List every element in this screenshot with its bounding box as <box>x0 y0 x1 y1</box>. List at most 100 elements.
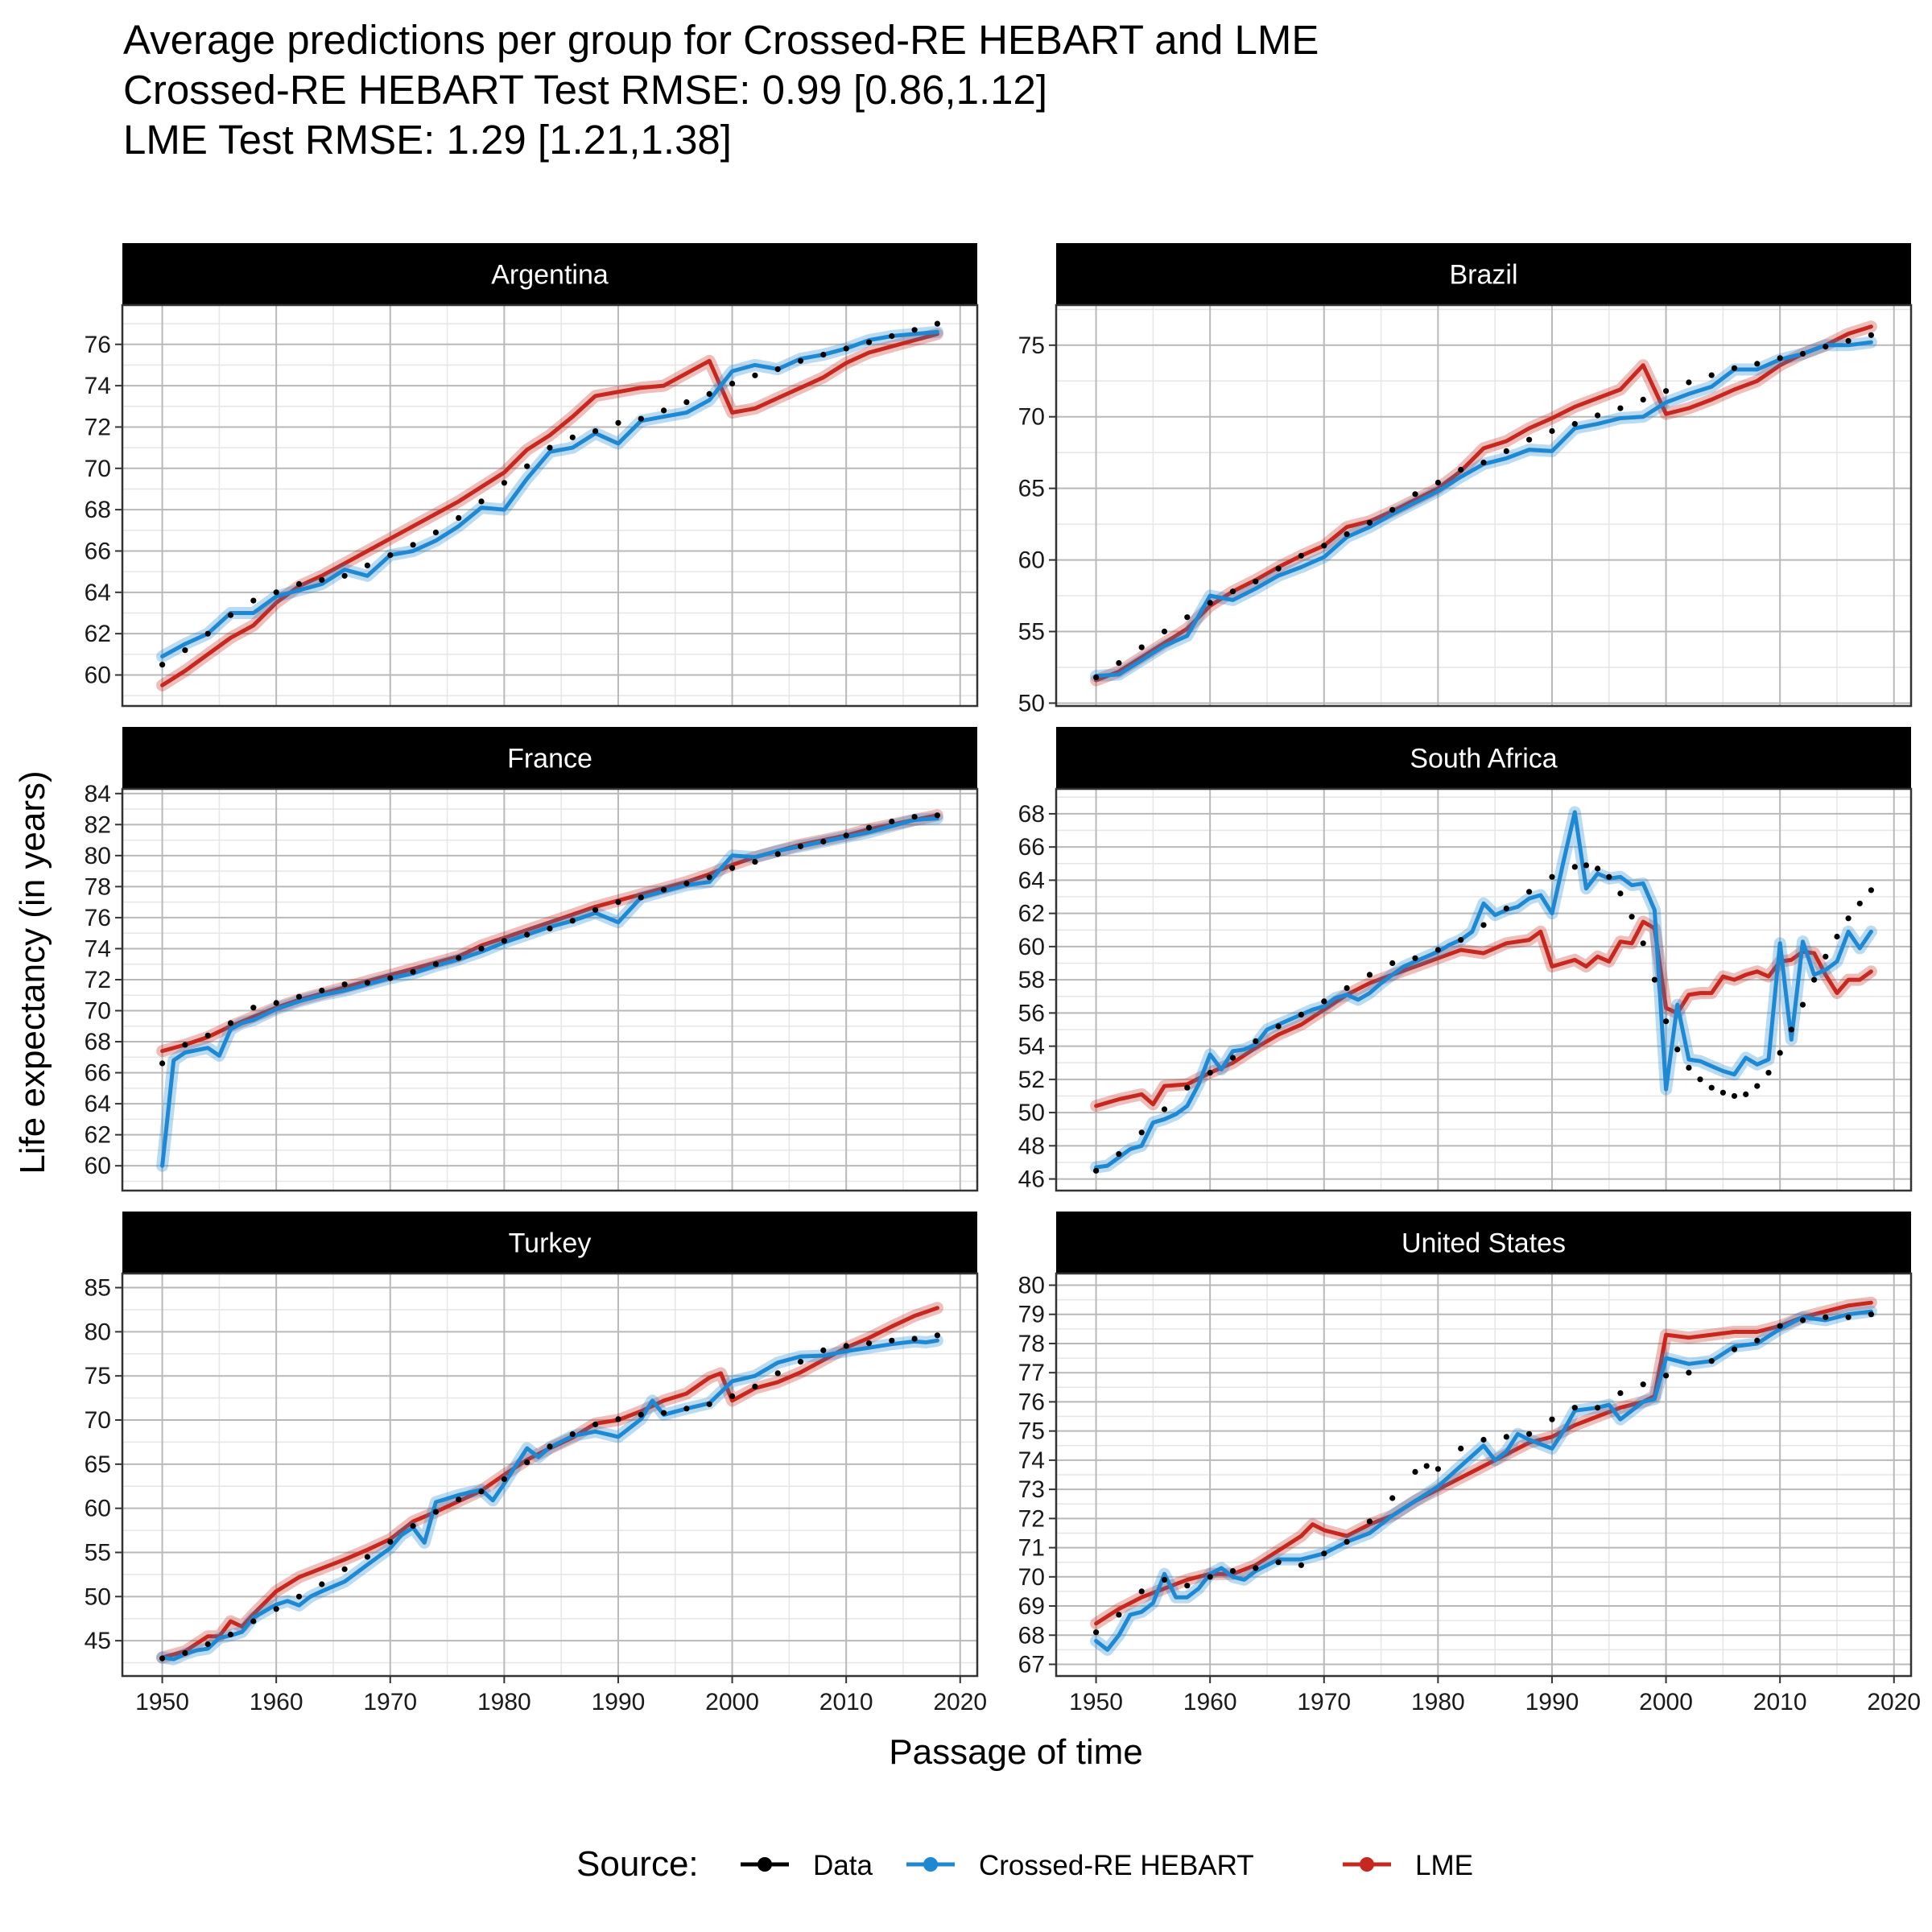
data-point <box>1686 1064 1692 1071</box>
y-tick-label: 73 <box>1018 1476 1045 1503</box>
x-tick-label: 1970 <box>1297 1689 1351 1715</box>
data-point <box>1765 1070 1772 1076</box>
legend-item-lme: LME <box>1343 1850 1473 1881</box>
y-tick-label: 68 <box>85 1029 111 1055</box>
data-point <box>1138 1129 1145 1136</box>
data-point <box>1663 1373 1670 1379</box>
data-point <box>615 419 621 426</box>
data-point <box>683 399 690 406</box>
data-point <box>1366 519 1373 526</box>
major-gridlines <box>122 789 977 1191</box>
x-tick-label: 1960 <box>250 1689 303 1715</box>
legend-item-hebart: Crossed-RE HEBART <box>906 1850 1254 1881</box>
title-line-3: LME Test RMSE: 1.29 [1.21,1.38] <box>123 117 732 163</box>
facet-turkey: Turkey 45 50 55 60 65 70 75 80 85 1950 1960 1970 1980… <box>85 1212 987 1715</box>
data-point <box>729 865 736 871</box>
data-point <box>1788 1026 1794 1033</box>
x-tick-label: 1960 <box>1183 1689 1237 1715</box>
data-point <box>1754 361 1761 367</box>
x-tick-label: 1980 <box>1411 1689 1465 1715</box>
data-point <box>1549 427 1555 435</box>
data-point <box>934 1332 940 1339</box>
data-point <box>1640 396 1646 402</box>
panel-border <box>1055 303 1913 708</box>
panel-background <box>122 789 977 1191</box>
data-point <box>1412 955 1418 961</box>
y-tick-label: 48 <box>1018 1133 1045 1159</box>
y-tick-label: 65 <box>85 1451 111 1478</box>
facet-strip-label: United States <box>1402 1228 1566 1259</box>
data-point <box>1549 873 1555 880</box>
y-tick-label: 74 <box>1018 1447 1045 1474</box>
panel-border <box>121 787 979 1192</box>
x-tick-label: 2020 <box>933 1689 987 1715</box>
y-tick-label: 70 <box>85 456 111 482</box>
y-tick-label: 50 <box>1018 690 1045 716</box>
data-point <box>1526 1430 1533 1437</box>
y-axis: 60 62 64 66 68 70 72 74 76 78 80 82 84 <box>85 781 122 1179</box>
data-point <box>1366 972 1373 978</box>
y-tick-label: 76 <box>1018 1389 1045 1415</box>
y-tick-label: 84 <box>85 781 111 807</box>
data-point <box>1674 1046 1681 1053</box>
data-point <box>1868 887 1874 894</box>
series-line-crossed-re-hebart <box>160 816 939 1168</box>
data-point <box>295 1593 303 1600</box>
data-point <box>1708 1084 1715 1091</box>
y-tick-label: 78 <box>1018 1331 1045 1357</box>
data-point <box>1686 379 1692 386</box>
series-points-data <box>1093 332 1874 681</box>
data-point <box>1480 460 1487 466</box>
y-tick-label: 62 <box>85 621 111 647</box>
x-axis: 1950 1960 1970 1980 1990 2000 2010 2020 <box>1069 1676 1921 1715</box>
data-point <box>934 812 940 819</box>
facet-strip <box>122 243 977 305</box>
x-axis-title: Passage of time <box>889 1732 1143 1772</box>
x-tick-label: 1990 <box>1525 1689 1579 1715</box>
y-tick-label: 80 <box>1018 1272 1045 1298</box>
facet-strip <box>1056 727 1911 789</box>
y-tick-label: 80 <box>85 843 111 869</box>
data-point <box>1731 1092 1738 1100</box>
data-point <box>1229 1568 1236 1575</box>
legend-label-hebart: Crossed-RE HEBART <box>979 1850 1254 1881</box>
data-point <box>1389 506 1396 513</box>
data-point <box>1275 1023 1282 1030</box>
data-point <box>1093 674 1100 681</box>
data-point <box>1116 1151 1122 1158</box>
data-point <box>364 562 370 569</box>
data-point <box>729 1393 736 1399</box>
y-tick-label: 55 <box>1018 619 1045 646</box>
data-point <box>159 1060 166 1067</box>
y-tick-label: 72 <box>85 414 111 440</box>
y-tick-label: 50 <box>85 1583 111 1610</box>
legend-label-data: Data <box>813 1850 873 1881</box>
data-point <box>182 647 188 654</box>
series-points-data <box>159 812 940 1067</box>
data-point <box>182 1042 188 1048</box>
data-point <box>1651 976 1657 983</box>
data-point <box>569 434 576 440</box>
data-point <box>478 945 485 952</box>
series-line-crossed-re-hebart <box>1094 1309 1873 1652</box>
data-point <box>273 589 279 596</box>
data-point <box>1629 914 1635 920</box>
data-point <box>410 1523 416 1530</box>
data-point <box>204 1641 211 1648</box>
data-point <box>592 906 599 913</box>
data-point <box>387 975 394 981</box>
x-tick-label: 1980 <box>477 1689 531 1715</box>
data-point <box>889 1337 895 1344</box>
data-point <box>1207 1574 1213 1580</box>
y-tick-label: 76 <box>85 905 111 931</box>
y-tick-label: 60 <box>85 1496 111 1522</box>
data-point <box>432 961 440 968</box>
data-point <box>341 1566 348 1572</box>
data-point <box>1663 388 1670 394</box>
series-line-lme <box>1094 324 1873 683</box>
data-point <box>706 1401 712 1407</box>
data-point <box>250 1618 257 1624</box>
data-point <box>683 1406 690 1412</box>
data-point <box>1617 1390 1624 1397</box>
data-point <box>1526 889 1533 895</box>
